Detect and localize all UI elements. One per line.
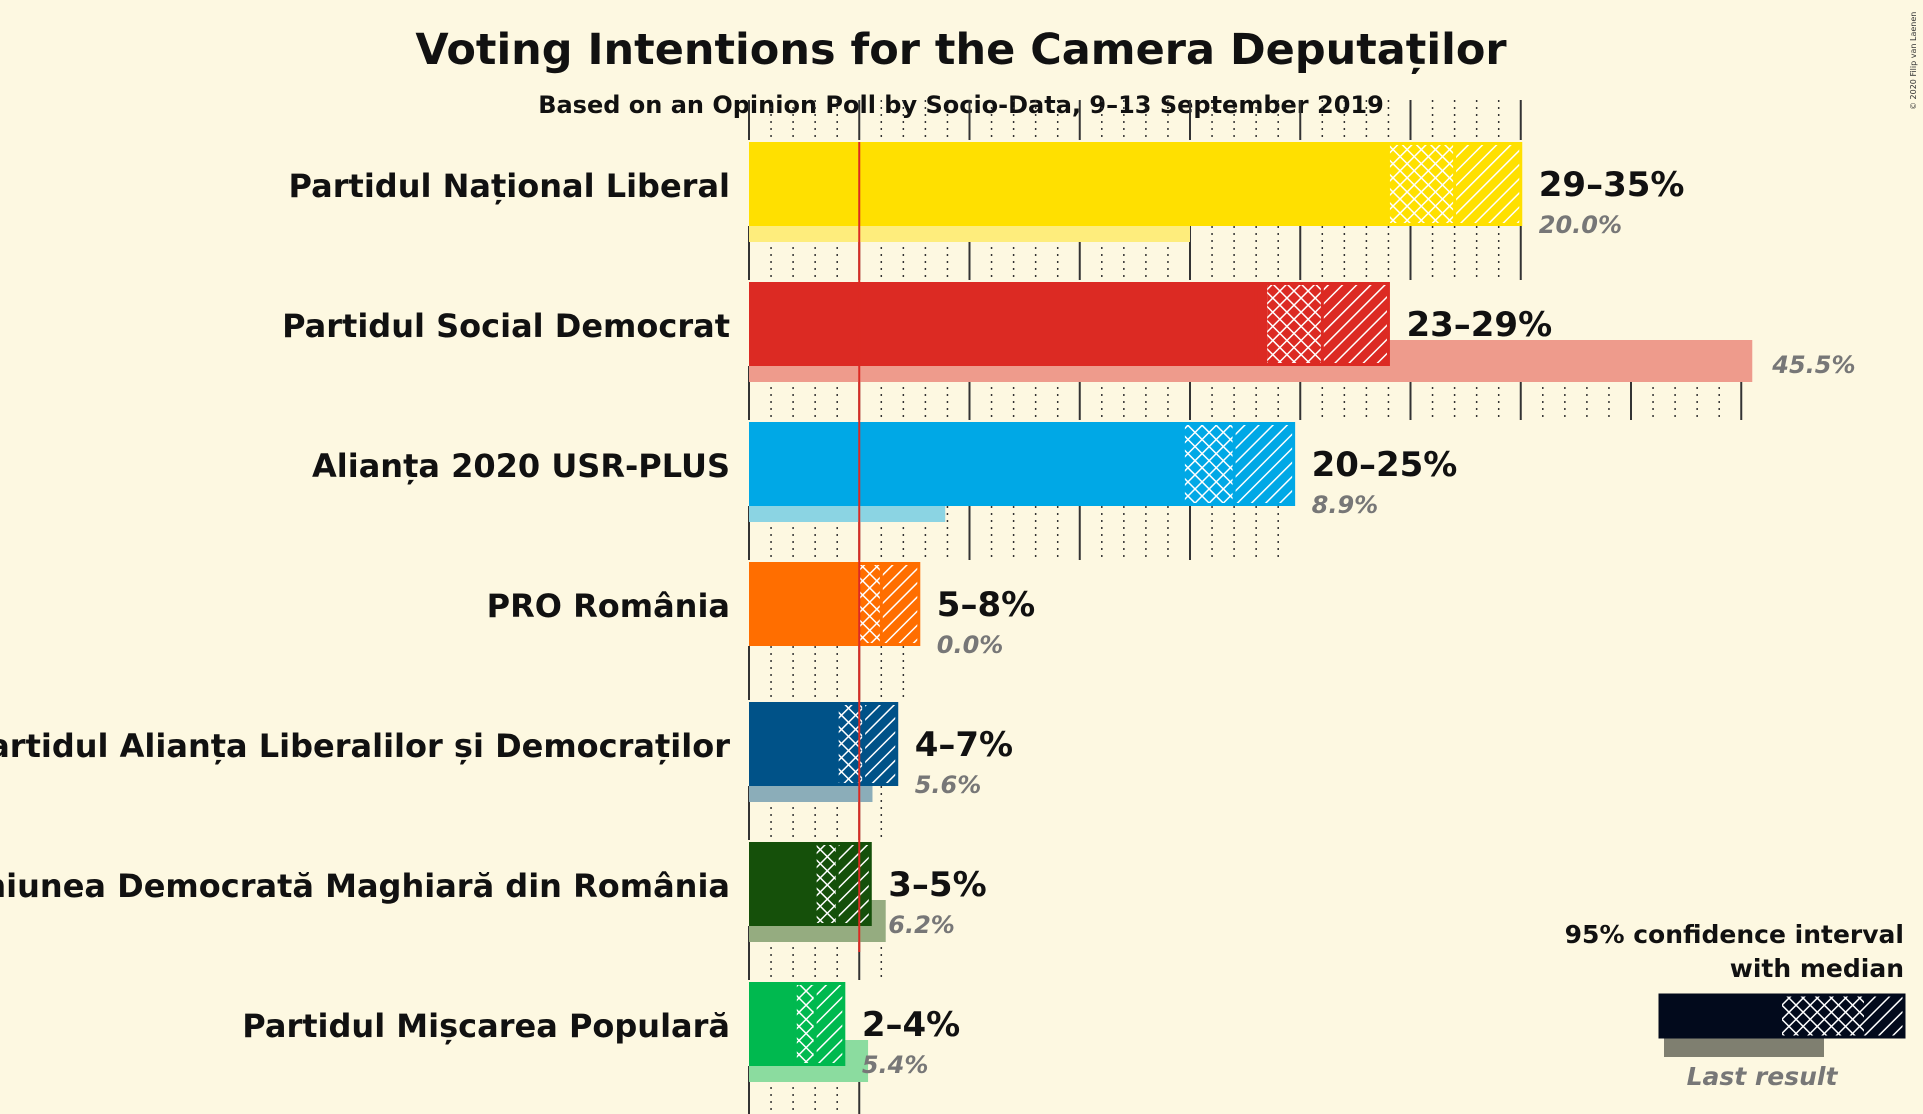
ci80-pattern <box>1267 282 1323 366</box>
range-label: 4–7% <box>915 725 1013 765</box>
range-label: 3–5% <box>888 865 986 905</box>
range-label: 2–4% <box>862 1005 960 1045</box>
ci80-pattern <box>1388 142 1455 226</box>
party-name: Partidul Mișcarea Populară <box>242 1007 730 1045</box>
bars: Partidul Național Liberal 29–35% 20.0% Part… <box>0 142 1856 1082</box>
bar-solid <box>749 422 1184 506</box>
bar-solid <box>749 142 1389 226</box>
ci95-pattern <box>1322 282 1389 366</box>
copyright-text: © 2020 Filip van Laenen <box>1909 12 1918 110</box>
last-result-label: 5.4% <box>862 1051 929 1079</box>
chart-subtitle: Based on an Opinion Poll by Socio-Data, … <box>538 91 1384 119</box>
bar-solid <box>749 282 1268 366</box>
last-result-label: 5.6% <box>915 771 982 799</box>
legend-line2: with median <box>1730 954 1904 983</box>
ci95-pattern <box>1234 422 1294 506</box>
party-name: PRO România <box>487 587 730 625</box>
party-name: Partidul Alianța Liberalilor și Democraț… <box>0 727 730 765</box>
last-result-label: 20.0% <box>1539 211 1622 239</box>
ci-outline <box>855 562 921 646</box>
party-name: Partidul Social Democrat <box>282 307 730 345</box>
ci-outline <box>813 842 872 926</box>
party-name: Uniunea Democrată Maghiară din România <box>0 867 730 905</box>
ci-outline <box>835 702 899 786</box>
legend-solid <box>1660 995 1782 1037</box>
ci-outline <box>793 982 846 1066</box>
legend: 95% confidence interval with median Last… <box>1565 920 1906 1091</box>
ci-outline <box>1181 422 1296 506</box>
ci95-pattern <box>1454 142 1521 226</box>
legend-outline <box>1658 993 1906 1039</box>
party-name: Partidul Național Liberal <box>289 167 730 205</box>
bar-solid <box>749 562 858 646</box>
legend-line1: 95% confidence interval <box>1565 920 1904 949</box>
last-result-label: 45.5% <box>1771 351 1855 379</box>
last-result-label: 0.0% <box>937 631 1004 659</box>
ci95-pattern <box>815 982 844 1066</box>
bar-solid <box>749 842 816 926</box>
legend-ci80-pattern <box>1782 995 1864 1037</box>
last-result-label: 8.9% <box>1312 491 1379 519</box>
range-label: 20–25% <box>1312 445 1458 485</box>
legend-last-label: Last result <box>1687 1062 1839 1091</box>
ci95-pattern <box>863 702 897 786</box>
legend-ci95-pattern <box>1864 995 1904 1037</box>
ci80-pattern <box>795 982 816 1066</box>
ci95-pattern <box>837 842 871 926</box>
range-label: 23–29% <box>1406 305 1552 345</box>
ci80-pattern <box>857 562 882 646</box>
range-label: 29–35% <box>1539 165 1685 205</box>
range-label: 5–8% <box>937 585 1035 625</box>
bar-solid <box>749 702 838 786</box>
last-result-label: 6.2% <box>888 911 955 939</box>
party-name: Alianța 2020 USR-PLUS <box>312 447 730 485</box>
ci80-pattern <box>1183 422 1235 506</box>
ci80-pattern <box>815 842 838 926</box>
chart-title: Voting Intentions for the Camera Deputaț… <box>415 25 1507 75</box>
bar-solid <box>749 982 796 1066</box>
ci95-pattern <box>881 562 919 646</box>
